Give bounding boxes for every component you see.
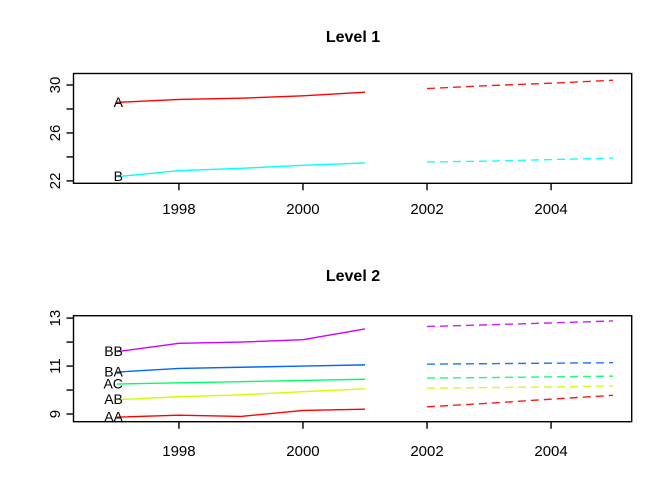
chart-level-1: 1998 2000 2002 2004 22 26 30 A B: [47, 72, 633, 218]
series-BB-history-line: [116, 328, 366, 353]
series-AA-forecast-line: [426, 394, 614, 408]
x-tick-label-1998: 1998: [162, 443, 195, 460]
plot-box: [72, 72, 633, 185]
series-label-A: A: [114, 94, 124, 110]
series-label-B: B: [114, 168, 123, 184]
series-BA-forecast-line: [427, 362, 614, 365]
series-BA-history-line: [116, 364, 366, 373]
x-tick-label-1998: 1998: [162, 201, 195, 218]
y-tick-label-26: 26: [47, 125, 64, 142]
chart-title-level-1: Level 1: [325, 29, 381, 46]
series-B-forecast-line: [427, 157, 614, 163]
y-tick-label-13: 13: [47, 310, 64, 327]
series-label-AA: AA: [104, 409, 123, 425]
series-AB-forecast-line: [427, 385, 614, 389]
series-A-forecast-line: [426, 79, 614, 90]
x-tick-label-2000: 2000: [286, 443, 319, 460]
series-BB-forecast-line: [427, 320, 614, 328]
x-tick-label-2000: 2000: [286, 201, 319, 218]
series-AC-forecast-line: [427, 375, 614, 379]
x-tick-label-2002: 2002: [410, 443, 443, 460]
series-label-AC: AC: [103, 376, 122, 392]
y-tick-label-30: 30: [47, 77, 64, 94]
plot-box: [72, 315, 633, 423]
y-tick-label-9: 9: [47, 410, 64, 418]
series-AA-history-line: [116, 408, 366, 418]
series-AC-history-line: [116, 378, 366, 385]
series-B-history-line: [116, 162, 366, 178]
series-label-BA: BA: [104, 364, 123, 380]
series-label-AB: AB: [104, 391, 123, 407]
y-tick-label-22: 22: [47, 173, 64, 190]
series-A-history-line: [116, 91, 366, 104]
x-tick-label-2004: 2004: [534, 443, 567, 460]
series-AB-history-line: [116, 388, 366, 401]
chart-title-level-2: Level 2: [325, 268, 381, 285]
y-tick-label-11: 11: [47, 358, 64, 374]
series-label-BB: BB: [104, 343, 123, 359]
x-tick-label-2002: 2002: [410, 201, 443, 218]
x-tick-label-2004: 2004: [534, 201, 567, 218]
